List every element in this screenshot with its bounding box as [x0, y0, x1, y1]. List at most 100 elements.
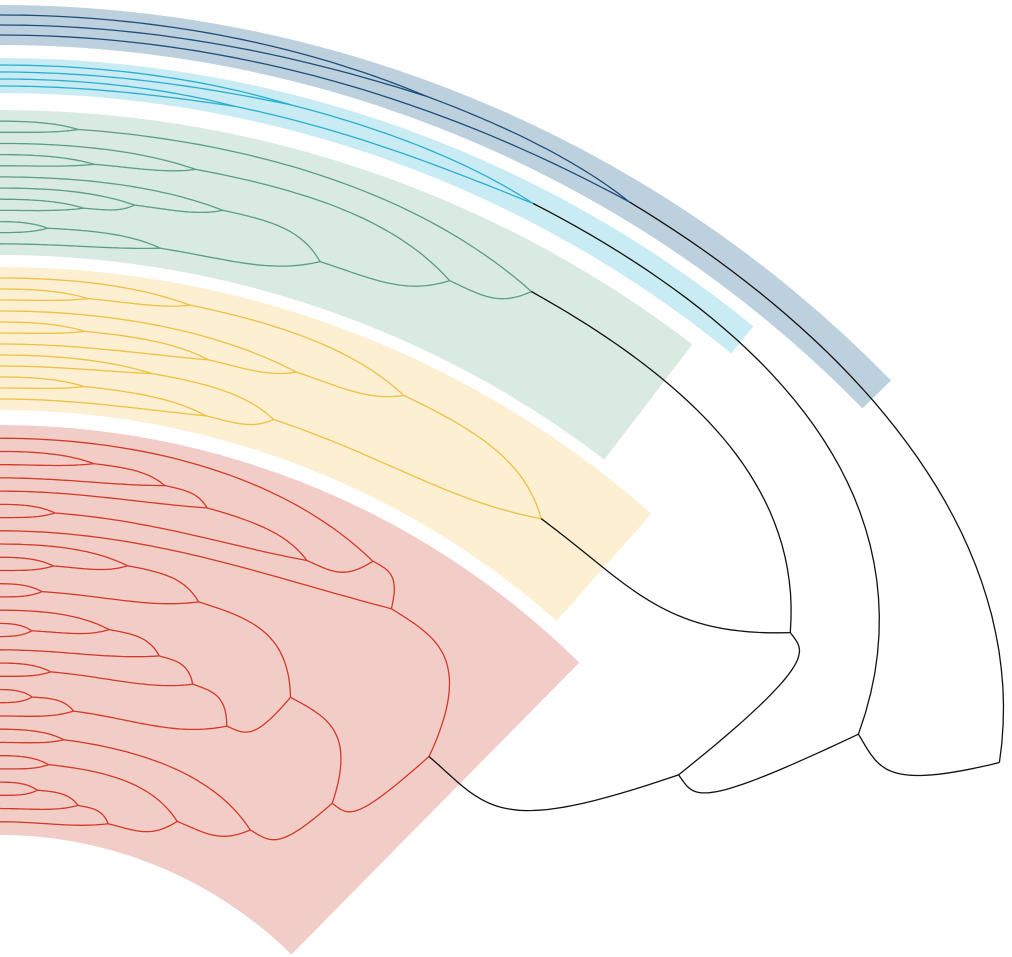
link	[0, 24, 428, 98]
link	[31, 628, 110, 635]
link	[127, 565, 200, 603]
link	[530, 290, 792, 633]
link	[0, 198, 84, 209]
link	[290, 696, 342, 804]
link	[0, 450, 95, 465]
link	[0, 330, 85, 334]
link	[83, 204, 135, 211]
link	[0, 556, 54, 567]
link	[198, 601, 292, 698]
link	[0, 288, 89, 300]
link	[0, 512, 56, 519]
link	[83, 385, 207, 417]
link	[390, 608, 451, 757]
link	[540, 518, 791, 634]
link	[0, 120, 79, 131]
link	[0, 207, 84, 212]
link	[0, 622, 33, 632]
link	[0, 688, 33, 698]
link	[0, 297, 88, 302]
link	[151, 372, 275, 420]
link	[37, 789, 79, 806]
link	[0, 764, 49, 770]
link	[93, 163, 196, 172]
link	[629, 201, 1005, 763]
link	[87, 297, 190, 307]
link	[0, 609, 110, 631]
link	[0, 490, 208, 509]
link	[0, 85, 235, 107]
link	[0, 187, 135, 206]
link	[331, 756, 430, 813]
link	[176, 820, 251, 837]
link	[93, 462, 166, 487]
link	[0, 343, 209, 361]
link	[41, 590, 199, 605]
link	[0, 354, 153, 375]
link	[47, 227, 161, 249]
link	[0, 398, 207, 417]
link	[0, 710, 74, 717]
link	[0, 365, 153, 375]
link	[0, 163, 95, 167]
link	[0, 321, 85, 333]
link	[189, 304, 405, 396]
link	[857, 733, 1000, 777]
link	[63, 739, 251, 831]
link	[50, 671, 193, 687]
link	[319, 260, 450, 287]
link	[160, 247, 321, 267]
link	[403, 394, 542, 519]
link	[0, 649, 160, 658]
cluster-band	[0, 110, 693, 460]
link	[0, 630, 33, 638]
link	[0, 14, 428, 98]
link	[291, 104, 534, 205]
link	[0, 310, 297, 373]
link	[0, 227, 48, 234]
link	[159, 655, 194, 685]
link	[206, 507, 308, 561]
link	[0, 503, 56, 514]
link	[0, 385, 84, 390]
link	[296, 371, 404, 398]
link	[0, 142, 196, 171]
link	[195, 168, 451, 282]
link	[273, 418, 542, 520]
link	[107, 820, 178, 833]
link	[205, 415, 274, 426]
link	[55, 512, 308, 562]
link	[222, 209, 321, 262]
link	[0, 583, 43, 593]
link	[678, 632, 801, 776]
link	[0, 781, 38, 791]
link	[0, 71, 292, 106]
link	[249, 802, 333, 841]
link	[0, 728, 65, 741]
link	[0, 78, 235, 107]
link	[449, 280, 532, 300]
link	[0, 176, 224, 211]
link	[0, 591, 43, 598]
cluster-band	[0, 58, 754, 354]
link	[532, 202, 880, 735]
link	[0, 789, 38, 796]
link	[0, 128, 79, 133]
link	[0, 34, 630, 203]
dendrogram-links	[0, 14, 1005, 841]
link	[48, 764, 178, 822]
link	[0, 754, 49, 766]
link	[0, 696, 33, 704]
link	[678, 733, 859, 794]
link	[0, 565, 54, 572]
link	[0, 821, 109, 826]
link	[0, 462, 94, 467]
link	[427, 95, 630, 203]
link	[134, 204, 223, 214]
link	[0, 64, 292, 106]
link	[428, 756, 679, 812]
link	[0, 243, 161, 250]
link	[226, 696, 291, 733]
link	[0, 220, 48, 229]
